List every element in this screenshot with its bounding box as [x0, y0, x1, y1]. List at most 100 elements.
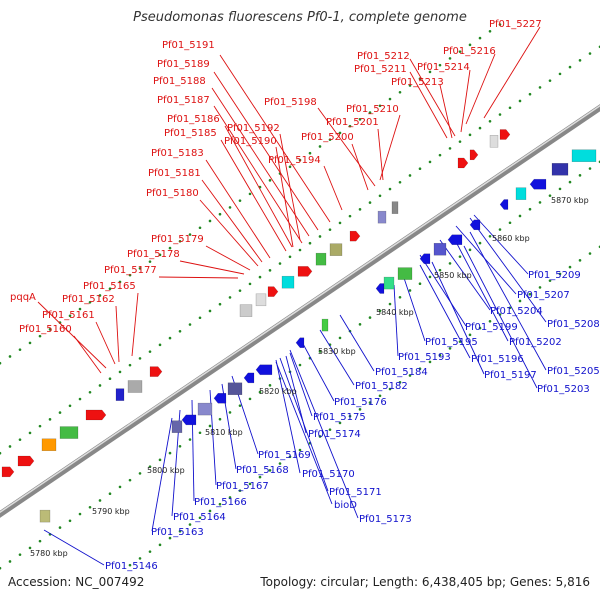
track-dot — [98, 499, 102, 502]
gene-label[interactable]: Pf01_5164 — [173, 512, 226, 523]
gene-label[interactable]: Pf01_5160 — [19, 324, 72, 335]
gene-label[interactable]: Pf01_5204 — [490, 306, 543, 317]
gene-label[interactable]: Pf01_5196 — [471, 354, 524, 365]
track-dot — [188, 523, 192, 526]
gene-label[interactable]: Pf01_5163 — [151, 527, 204, 538]
gene-label[interactable]: Pf01_5166 — [194, 497, 247, 508]
gene-label[interactable]: Pf01_5171 — [329, 487, 382, 498]
gene-label[interactable]: Pf01_5182 — [355, 381, 408, 392]
track-dot — [568, 265, 572, 269]
gene-label[interactable]: Pf01_5184 — [375, 367, 428, 378]
gene-label[interactable]: Pf01_5188 — [153, 76, 206, 87]
gene-label[interactable]: Pf01_5197 — [484, 370, 537, 381]
track-dot — [548, 279, 552, 282]
gene-label[interactable]: Pf01_5216 — [443, 46, 496, 57]
reverse-gene — [447, 234, 463, 245]
track-dot — [238, 404, 242, 407]
forward-gene-block — [329, 243, 343, 256]
gene-label[interactable]: Pf01_5168 — [236, 465, 289, 476]
forward-gene — [1, 466, 15, 478]
gene-label[interactable]: Pf01_5213 — [391, 77, 444, 88]
gene-label[interactable]: Pf01_5198 — [264, 97, 317, 108]
track-dot — [248, 482, 252, 486]
gene-label[interactable]: Pf01_5210 — [346, 104, 399, 115]
gene-label[interactable]: Pf01_5212 — [357, 51, 410, 62]
gene-label[interactable]: Pf01_5146 — [105, 561, 158, 572]
gene-label[interactable]: Pf01_5214 — [417, 62, 470, 73]
gene-label[interactable]: Pf01_5200 — [301, 132, 354, 143]
gene-label[interactable]: Pf01_5203 — [537, 384, 590, 395]
gene-label[interactable]: Pf01_5179 — [151, 234, 204, 245]
track-dot — [528, 207, 532, 211]
leader-line — [131, 292, 139, 357]
gene-label[interactable]: Pf01_5192 — [227, 123, 280, 134]
track-dot — [428, 160, 432, 164]
leader-line — [469, 231, 547, 371]
track-dot — [578, 259, 582, 262]
track-dot — [28, 431, 32, 435]
scale-label-5820: 5820 kbp — [259, 387, 297, 396]
gene-label[interactable]: Pf01_5185 — [164, 128, 217, 139]
gene-label[interactable]: Pf01_5201 — [326, 117, 379, 128]
reverse-gene-block — [39, 509, 51, 523]
track-dot — [558, 72, 562, 76]
gene-label[interactable]: Pf01_5162 — [62, 294, 115, 305]
track-dot — [378, 394, 382, 398]
gene-label[interactable]: Pf01_5186 — [167, 114, 220, 125]
gene-label[interactable]: Pf01_5211 — [354, 64, 407, 75]
gene-label[interactable]: Pf01_5195 — [425, 337, 478, 348]
forward-gene-block — [489, 135, 499, 148]
gene-label[interactable]: pqqA — [10, 292, 36, 303]
gene-label[interactable]: Pf01_5207 — [517, 290, 570, 301]
track-dot — [108, 377, 112, 381]
forward-gene-block — [281, 275, 295, 289]
track-dot — [148, 550, 152, 553]
gene-label[interactable]: Pf01_5193 — [398, 352, 451, 363]
track-dot — [68, 519, 72, 523]
track-dot — [358, 118, 362, 121]
gene-label[interactable]: Pf01_5183 — [151, 148, 204, 159]
gene-label[interactable]: Pf01_5165 — [83, 281, 136, 292]
gene-label[interactable]: Pf01_5177 — [104, 265, 157, 276]
gene-label[interactable]: Pf01_5178 — [127, 249, 180, 260]
gene-label[interactable]: Pf01_5208 — [547, 319, 600, 330]
gene-label[interactable]: Pf01_5189 — [157, 59, 210, 70]
gene-label[interactable]: Pf01_5161 — [42, 310, 95, 321]
gene-label[interactable]: Pf01_5227 — [489, 19, 542, 30]
gene-label[interactable]: Pf01_5191 — [162, 40, 215, 51]
gene-label[interactable]: Pf01_5173 — [359, 514, 412, 525]
gene-label[interactable]: Pf01_5181 — [148, 168, 201, 179]
scale-label-5850: 5850 kbp — [434, 271, 472, 280]
gene-label[interactable]: Pf01_5199 — [465, 322, 518, 333]
gene-label[interactable]: Pf01_5205 — [547, 366, 600, 377]
track-dot — [208, 219, 212, 223]
forward-gene — [349, 230, 361, 242]
leader-line — [289, 349, 359, 519]
track-dot — [448, 262, 452, 265]
gene-label[interactable]: Pf01_5202 — [509, 337, 562, 348]
gene-label[interactable]: Pf01_5190 — [224, 136, 277, 147]
gene-label[interactable]: Pf01_5180 — [146, 188, 199, 199]
track-dot — [448, 147, 452, 150]
track-dot — [268, 179, 272, 182]
gene-label[interactable]: Pf01_5176 — [334, 397, 387, 408]
track-dot — [488, 319, 492, 323]
gene-label[interactable]: Pf01_5187 — [157, 95, 210, 106]
gene-features — [1, 129, 597, 523]
track-dot — [538, 86, 542, 89]
track-dot — [508, 221, 512, 225]
forward-gene-block — [239, 304, 253, 317]
track-dot — [188, 233, 192, 236]
gene-label[interactable]: Pf01_5209 — [528, 270, 581, 281]
gene-label[interactable]: Pf01_5175 — [313, 412, 366, 423]
track-dot — [358, 323, 362, 326]
gene-label[interactable]: bioD — [334, 500, 357, 511]
leader-line — [409, 58, 456, 137]
gene-label[interactable]: Pf01_5170 — [302, 469, 355, 480]
gene-label[interactable]: Pf01_5194 — [268, 155, 321, 166]
gene-label[interactable]: Pf01_5169 — [258, 450, 311, 461]
forward-gene — [85, 409, 107, 421]
gene-label[interactable]: Pf01_5167 — [216, 481, 269, 492]
track-dot — [168, 246, 172, 250]
gene-label[interactable]: Pf01_5174 — [308, 429, 361, 440]
